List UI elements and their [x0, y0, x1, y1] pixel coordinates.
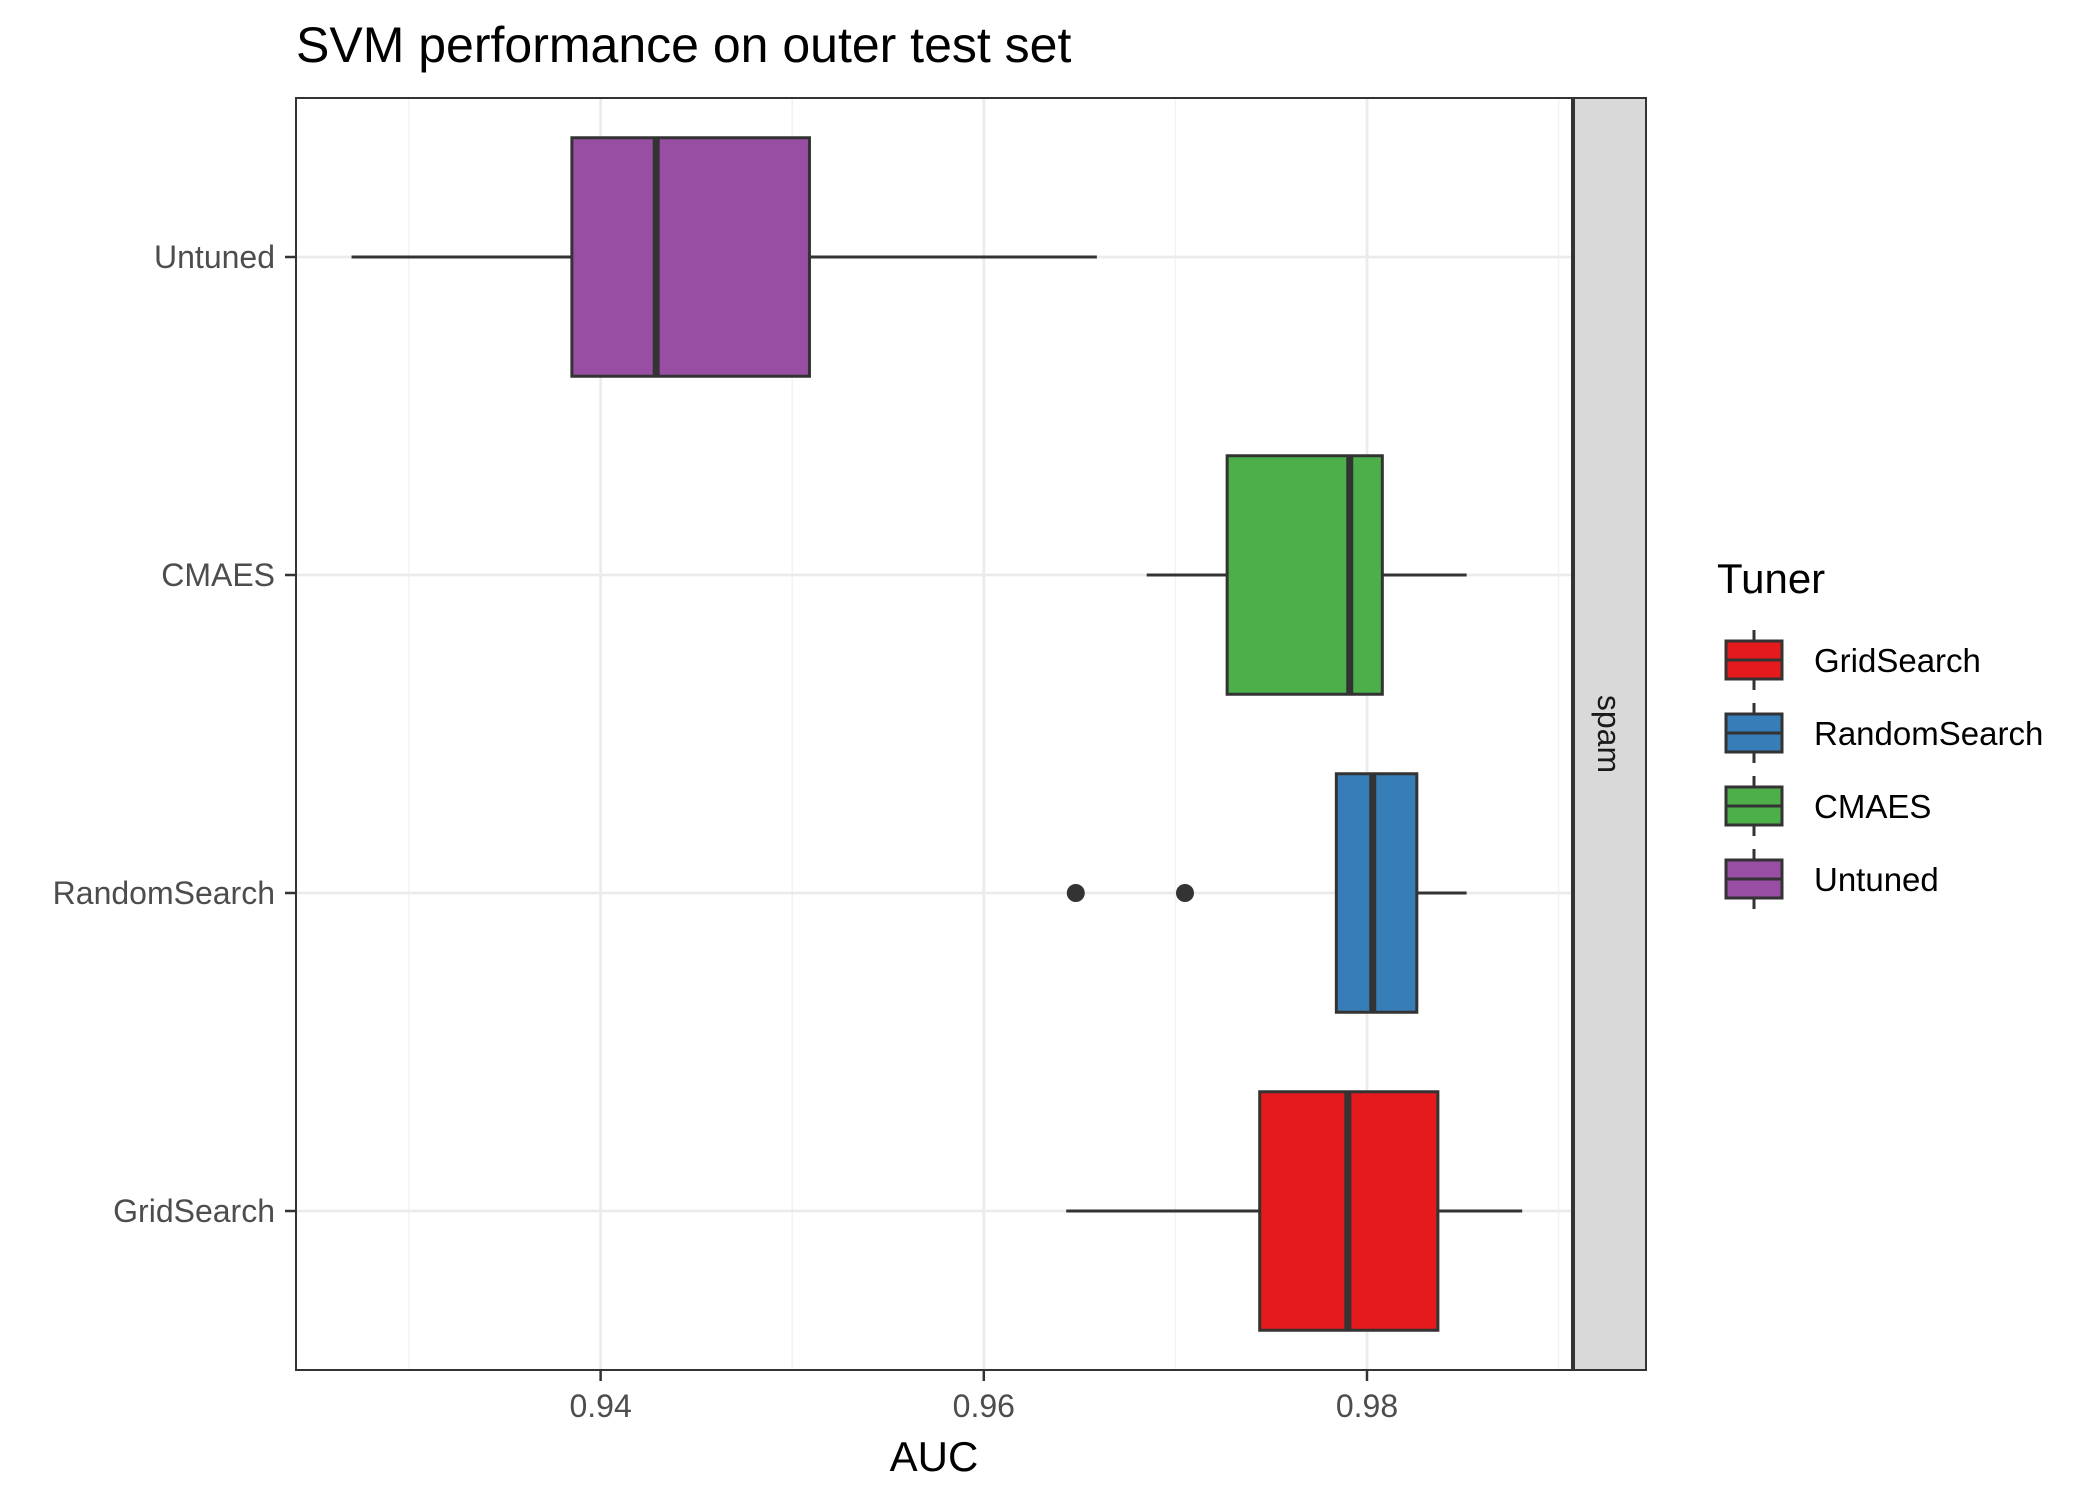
- x-tick-label: 0.98: [1336, 1388, 1398, 1424]
- plot-panel-border: [295, 97, 1573, 1371]
- outlier-point: [1066, 884, 1085, 902]
- y-tick-label: CMAES: [161, 557, 275, 593]
- iqr-box: [1225, 454, 1384, 696]
- box-layer: [351, 136, 1523, 1332]
- y-tick-label: RandomSearch: [53, 875, 275, 911]
- x-axis: 0.94 0.96 0.98: [569, 1370, 1398, 1424]
- legend-label: RandomSearch: [1814, 715, 2043, 752]
- legend-label: GridSearch: [1814, 642, 1981, 679]
- y-axis: Untuned CMAES RandomSearch GridSearch: [53, 239, 296, 1229]
- outlier-point: [1175, 884, 1194, 902]
- legend-label: Untuned: [1814, 861, 1939, 898]
- x-axis-title: AUC: [890, 1433, 979, 1480]
- y-tick-label: Untuned: [154, 239, 275, 275]
- legend-item-cmaes: CMAES: [1724, 776, 1931, 836]
- iqr-box: [570, 136, 811, 378]
- legend-label: CMAES: [1814, 788, 1931, 825]
- facet-strip: [1573, 97, 1647, 1371]
- chart-title: SVM performance on outer test set: [296, 17, 1071, 73]
- x-tick-label: 0.96: [953, 1388, 1015, 1424]
- box-randomsearch: [1066, 772, 1467, 1014]
- legend-title: Tuner: [1717, 555, 1825, 602]
- box-gridsearch: [1066, 1090, 1523, 1332]
- box-cmaes: [1146, 454, 1467, 696]
- legend-item-untuned: Untuned: [1724, 849, 1939, 909]
- iqr-box: [1334, 772, 1419, 1014]
- legend-item-gridsearch: GridSearch: [1724, 630, 1981, 690]
- box-untuned: [351, 136, 1097, 378]
- y-tick-label: GridSearch: [113, 1193, 275, 1229]
- facet-strip-label: spam: [1591, 695, 1627, 773]
- x-tick-label: 0.94: [569, 1388, 631, 1424]
- legend-item-randomsearch: RandomSearch: [1724, 703, 2043, 763]
- legend: Tuner GridSearch RandomSearch CMAES Untuned: [1717, 555, 2043, 909]
